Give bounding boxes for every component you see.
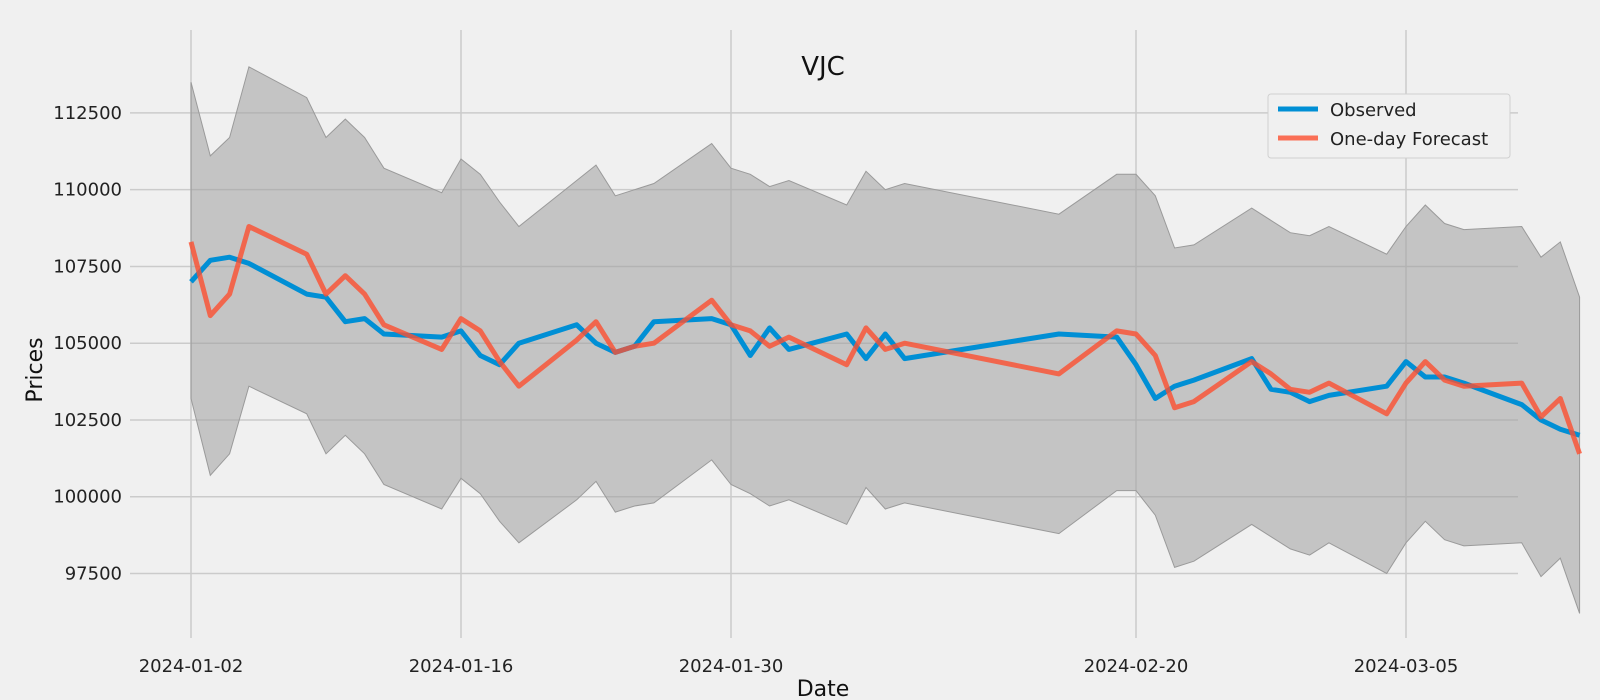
y-tick-label: 112500: [53, 103, 122, 124]
x-tick-label: 2024-01-16: [409, 656, 514, 677]
x-axis-label: Date: [797, 677, 850, 700]
x-axis-ticks: 2024-01-02 2024-01-16 2024-01-30 2024-02-20…: [139, 656, 1459, 677]
y-tick-label: 105000: [53, 333, 122, 354]
chart-title: VJC: [801, 52, 845, 82]
confidence-band: [190, 66, 1581, 614]
y-tick-label: 110000: [53, 180, 122, 201]
x-tick-label: 2024-01-30: [679, 656, 784, 677]
y-tick-label: 107500: [53, 256, 122, 277]
series-line-forecast: [188, 224, 1582, 455]
y-axis-ticks: 97500 100000 102500 105000 107500 110000 11250…: [53, 103, 122, 585]
x-tick-label: 2024-01-02: [139, 656, 244, 677]
x-tick-label: 2024-03-05: [1354, 656, 1459, 677]
series-line-observed: [189, 254, 1581, 438]
y-tick-label: 97500: [65, 564, 122, 585]
legend: Observed One-day Forecast: [1267, 93, 1511, 159]
legend-entry-observed: Observed: [1330, 100, 1417, 121]
legend-box: [1267, 93, 1511, 159]
x-tick-label: 2024-02-20: [1084, 656, 1189, 677]
y-tick-label: 102500: [53, 410, 122, 431]
legend-entry-forecast: One-day Forecast: [1330, 129, 1488, 150]
y-axis-label: Prices: [23, 337, 48, 402]
y-tick-label: 100000: [53, 487, 122, 508]
